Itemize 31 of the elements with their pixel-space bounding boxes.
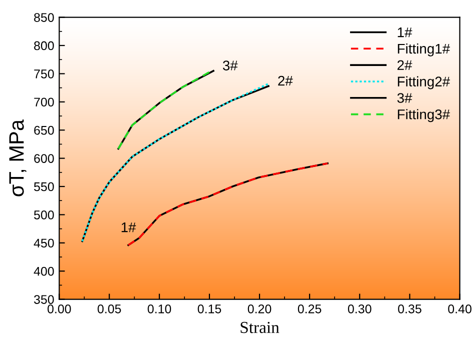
y-axis-title: σT, MPa — [9, 119, 26, 196]
x-tick-label: 0.30 — [348, 304, 372, 314]
legend-label: Fitting1# — [398, 43, 450, 56]
legend-label: Fitting2# — [398, 76, 450, 90]
x-tick-label: 0.20 — [248, 304, 272, 314]
y-tick-label: 600 — [34, 154, 54, 163]
x-tick-label: 0.05 — [98, 304, 121, 314]
y-tick-label: 800 — [34, 41, 54, 50]
x-tick-label: 0.35 — [398, 304, 422, 314]
legend-label: 3# — [397, 93, 412, 103]
x-tick-label: 0.15 — [198, 304, 222, 314]
legend-label: 2# — [397, 60, 412, 70]
y-tick-label: 500 — [34, 210, 54, 220]
legend-label: Fitting3# — [398, 109, 450, 122]
annotation: 1# — [122, 222, 136, 232]
annotation: 3# — [222, 60, 238, 70]
annotation: 2# — [278, 76, 293, 86]
x-axis-title: Strain — [240, 322, 280, 334]
y-tick-label: 750 — [34, 70, 54, 78]
x-tick-label: 0.10 — [148, 304, 172, 314]
x-tick-label: 0.40 — [448, 304, 472, 314]
y-tick-label: 850 — [34, 13, 54, 22]
x-tick-label: 0.00 — [48, 304, 71, 314]
y-tick-label: 700 — [34, 98, 54, 107]
y-tick-label: 400 — [34, 266, 54, 276]
y-tick-label: 450 — [34, 238, 54, 248]
legend-label: 1# — [398, 28, 412, 38]
x-tick-label: 0.25 — [298, 304, 322, 314]
y-tick-label: 350 — [34, 295, 54, 304]
y-tick-label: 650 — [34, 126, 54, 135]
y-tick-label: 550 — [34, 182, 54, 192]
